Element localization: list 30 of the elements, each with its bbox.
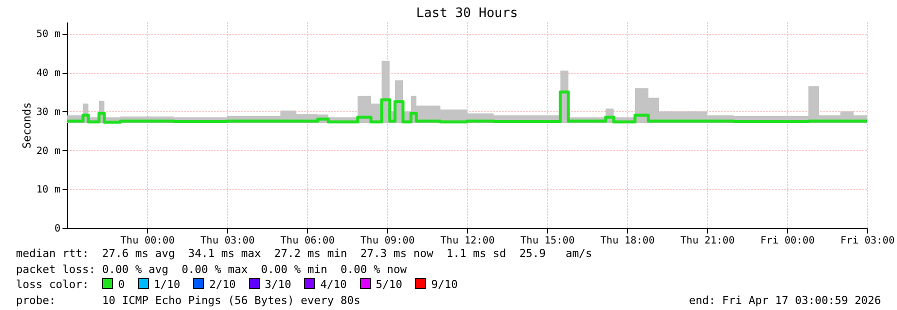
y-tick-label: 0 xyxy=(54,224,60,234)
x-tick-label: Thu 00:00 xyxy=(120,236,175,246)
text: median rtt: 27.6 ms avg 34.1 ms max 27.2 ms min 27.3 ms now 1.1 ms sd 25.9 am/s xyxy=(16,246,594,262)
x-tick-label: Thu 12:00 xyxy=(440,236,495,246)
x-tick-label: Thu 15:00 xyxy=(520,236,575,246)
y-axis-title: Seconds xyxy=(20,102,34,149)
x-tick-label: Thu 21:00 xyxy=(680,236,735,246)
y-tick-label: 20 m xyxy=(36,146,60,157)
text: end: Fri Apr 17 03:00:59 2026 xyxy=(689,292,882,308)
legend-title: loss color: xyxy=(16,278,90,291)
text: packet loss: 0.00 % avg 0.00 % max 0.00 % min 0.00 % now xyxy=(16,262,408,277)
legend-label: 4/10 xyxy=(319,278,347,291)
legend-label: 9/10 xyxy=(430,278,458,291)
chart-title: Last 30 Hours xyxy=(416,6,518,21)
x-tick-label: Thu 09:00 xyxy=(360,236,415,246)
x-tick-label: Thu 06:00 xyxy=(280,236,335,246)
legend-label: 0 xyxy=(117,278,125,291)
y-tick-label: 50 m xyxy=(36,29,60,40)
x-tick-label: Fri 03:00 xyxy=(840,236,895,246)
legend-label: 2/10 xyxy=(208,278,236,291)
y-tick-label: 30 m xyxy=(36,106,60,118)
x-tick-label: Fri 00:00 xyxy=(760,236,815,246)
x-tick-label: Thu 03:00 xyxy=(200,236,255,246)
legend-label: 3/10 xyxy=(264,278,292,291)
y-tick-label: 40 m xyxy=(36,68,60,80)
y-tick-label: 10 m xyxy=(36,184,60,196)
legend-label: 1/10 xyxy=(152,278,180,291)
text: probe: 10 ICMP Echo Pings (56 Bytes) every 80s xyxy=(16,294,360,306)
legend-label: 5/10 xyxy=(374,278,402,291)
x-tick-label: Thu 18:00 xyxy=(600,236,655,246)
